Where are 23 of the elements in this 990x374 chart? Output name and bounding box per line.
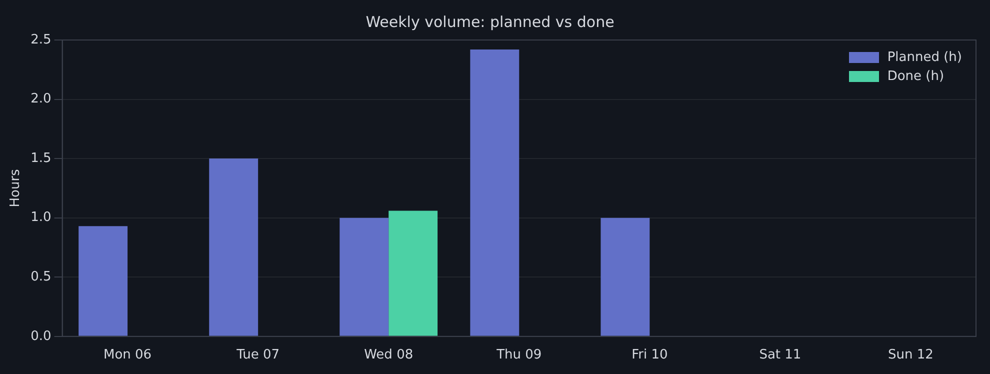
y-tick-label: 0.0	[30, 328, 52, 344]
legend-label: Planned (h)	[887, 50, 962, 65]
bar	[470, 49, 520, 336]
bar	[388, 210, 438, 336]
legend-label: Done (h)	[887, 69, 944, 84]
bar	[78, 226, 128, 336]
x-tick-label: Thu 09	[496, 348, 542, 363]
y-tick-label: 0.5	[30, 269, 52, 284]
y-tick-label: 1.0	[30, 210, 52, 226]
y-tick-label: 2.0	[30, 92, 52, 107]
bar	[209, 158, 258, 336]
x-tick-label: Mon 06	[103, 348, 152, 363]
x-tick-label: Sun 12	[888, 348, 934, 363]
bar	[340, 218, 389, 336]
x-tick-label: Wed 08	[364, 348, 414, 363]
x-tick-label: Fri 10	[632, 348, 668, 363]
chart-title: Weekly volume: planned vs done	[366, 12, 614, 31]
x-tick-label: Tue 07	[236, 348, 280, 363]
y-tick-label: 2.5	[30, 32, 52, 48]
y-axis-title: Hours	[8, 168, 24, 208]
bar	[600, 218, 650, 336]
y-tick-label: 1.5	[30, 150, 52, 166]
x-tick-label: Sat 11	[759, 348, 802, 363]
